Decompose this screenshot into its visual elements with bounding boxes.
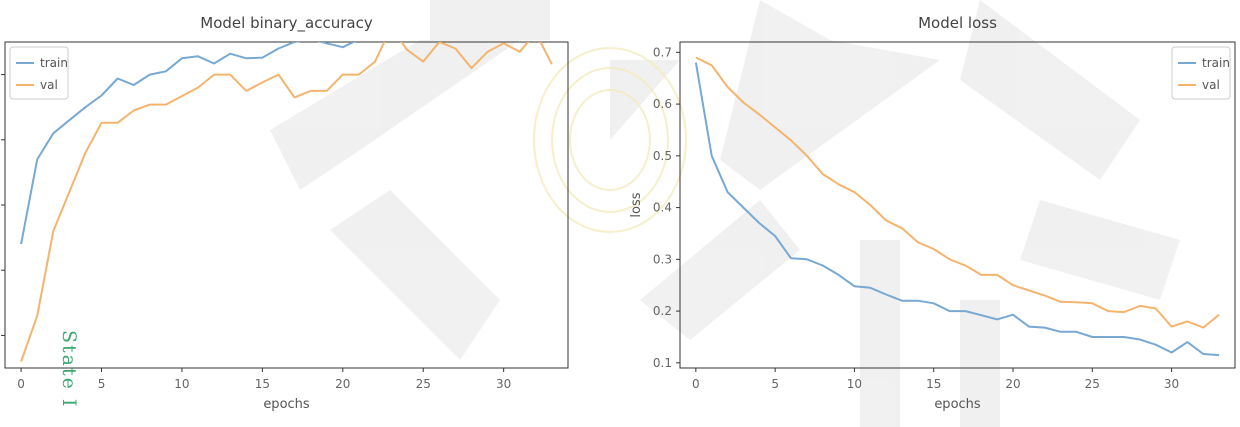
y-tick-label: 0.1 bbox=[653, 356, 672, 370]
y-tick-label: 0.5 bbox=[653, 149, 672, 163]
x-tick-label: 30 bbox=[496, 377, 511, 391]
y-tick-label: 0.7 bbox=[653, 45, 672, 59]
series-line-train bbox=[694, 62, 1220, 357]
legend-label-train: train bbox=[40, 56, 68, 70]
legend-box bbox=[1171, 46, 1231, 100]
x-tick-label: 10 bbox=[847, 377, 862, 391]
x-tick-label: 5 bbox=[771, 377, 779, 391]
y-tick-label: 0.2 bbox=[653, 304, 672, 318]
chart-title: Model loss bbox=[918, 14, 997, 32]
x-axis-label: epochs bbox=[263, 397, 310, 412]
legend-label-val: val bbox=[1202, 78, 1220, 92]
chart-title: Model binary_accuracy bbox=[200, 14, 373, 33]
x-tick-label: 15 bbox=[926, 377, 941, 391]
series-group bbox=[694, 56, 1220, 357]
legend-box bbox=[9, 46, 69, 100]
x-tick-label: 20 bbox=[1005, 377, 1020, 391]
watermark-text: State I bbox=[58, 330, 80, 409]
x-tick-label: 15 bbox=[255, 377, 270, 391]
x-tick-label: 20 bbox=[335, 377, 350, 391]
x-tick-label: 25 bbox=[416, 377, 431, 391]
series-line-val bbox=[20, 42, 553, 362]
x-tick-label: 25 bbox=[1085, 377, 1100, 391]
x-tick-label: 5 bbox=[98, 377, 106, 391]
x-axis-label: epochs bbox=[934, 397, 981, 412]
x-tick-label: 0 bbox=[17, 377, 25, 391]
series-line-val bbox=[695, 56, 1220, 329]
y-axis-label: loss bbox=[629, 192, 644, 217]
x-tick-label: 0 bbox=[692, 377, 700, 391]
legend-label-train: train bbox=[1202, 56, 1230, 70]
y-tick-label: 0.6 bbox=[653, 97, 672, 111]
plot-frame bbox=[4, 41, 569, 369]
loss-chart: Model loss 0 5 10 15 20 25 30 0.1 0.2 0.3 0.4 0.5 0.6… bbox=[629, 14, 1236, 412]
plot-frame bbox=[679, 41, 1236, 369]
accuracy-chart: Model binary_accuracy 0 5 10 15 20 25 30 epochs t… bbox=[1, 14, 569, 412]
series-line-train bbox=[20, 42, 356, 245]
x-tick-label: 10 bbox=[174, 377, 189, 391]
x-tick-label: 30 bbox=[1164, 377, 1179, 391]
legend-label-val: val bbox=[40, 78, 58, 92]
y-tick-label: 0.4 bbox=[653, 201, 672, 215]
y-tick-label: 0.3 bbox=[653, 252, 672, 266]
series-group bbox=[20, 42, 553, 362]
